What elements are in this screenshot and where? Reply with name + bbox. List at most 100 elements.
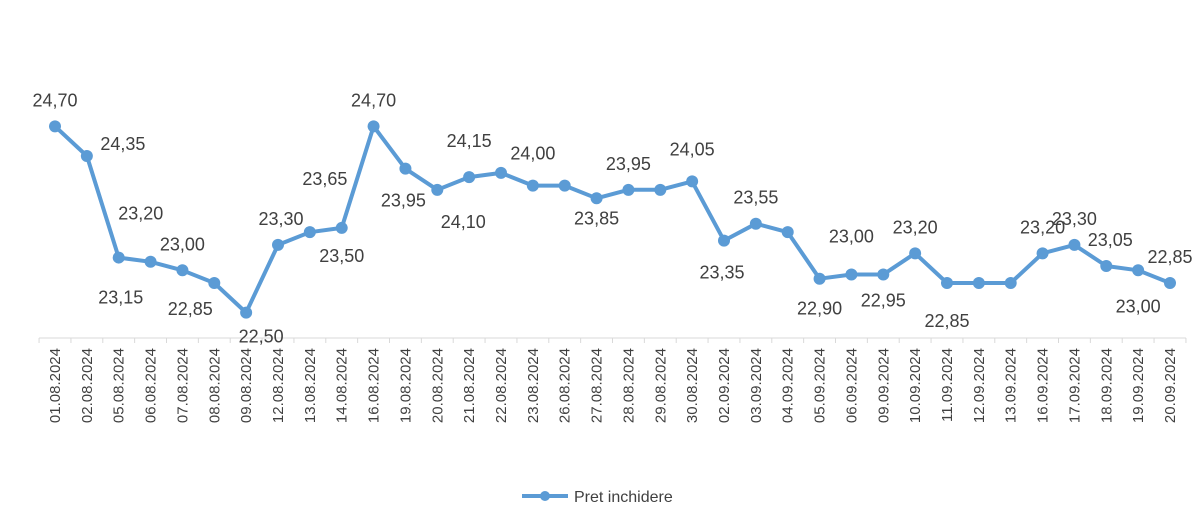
data-point [749,217,762,230]
data-label: 23,00 [160,234,205,254]
data-point [558,179,571,192]
data-label: 23,00 [829,227,874,247]
data-label: 24,05 [670,139,715,159]
x-tick-label: 01.08.2024 [47,348,64,423]
data-point [303,226,316,239]
data-label: 23,65 [302,169,347,189]
data-point [941,276,953,289]
x-tick-label: 08.08.2024 [206,348,223,423]
data-point [1004,276,1017,289]
data-point [144,255,157,268]
x-tick-label: 17.09.2024 [1066,348,1083,423]
x-tick-label: 06.09.2024 [843,348,860,423]
data-label: 22,90 [797,299,842,319]
x-tick-label: 02.08.2024 [79,348,96,423]
data-point [49,120,61,133]
x-tick-label: 04.09.2024 [780,348,797,423]
x-tick-label: 07.08.2024 [174,348,191,423]
series-markers [49,120,1176,319]
data-label: 23,95 [381,191,426,211]
data-point [845,268,858,281]
data-label: 24,70 [351,90,396,110]
data-label: 24,10 [441,212,486,232]
x-tick-label: 10.09.2024 [907,348,924,423]
legend-marker-swatch [540,491,550,501]
data-point [240,306,253,319]
data-point [80,149,93,162]
x-tick-label: 13.09.2024 [1003,348,1020,423]
data-label: 22,95 [861,291,906,311]
data-label: 24,00 [510,144,555,164]
data-point [272,238,284,251]
data-label: 23,85 [574,208,619,228]
data-label: 22,50 [239,327,284,347]
x-tick-label: 06.08.2024 [143,348,160,423]
x-tick-label: 05.09.2024 [812,348,829,423]
data-point [781,226,794,239]
data-point [399,162,412,175]
data-point [590,192,603,205]
x-tick-label: 02.09.2024 [716,348,733,423]
data-point [654,183,667,196]
data-point [112,251,125,264]
data-point [813,272,826,285]
data-label: 23,00 [1116,296,1161,316]
data-point [335,221,348,234]
x-tick-label: 09.08.2024 [238,348,255,423]
x-tick-label: 12.08.2024 [270,348,287,423]
x-tick-label: 03.09.2024 [748,348,765,423]
data-point [718,234,730,247]
x-tick-label: 09.09.2024 [875,348,892,423]
x-tick-label: 16.08.2024 [366,348,383,423]
data-point [1132,264,1145,277]
data-point [495,166,507,179]
x-tick-label: 21.08.2024 [461,348,478,423]
data-label: 23,20 [1020,217,1065,237]
x-tick-labels: 01.08.2024 02.08.2024 05.08.2024 06.08.2024… [47,348,1179,423]
data-label: 23,30 [1052,209,1097,229]
data-label: 23,20 [118,204,163,224]
x-tick-label: 22.08.2024 [493,348,510,423]
data-point [431,183,444,196]
x-tick-label: 18.09.2024 [1098,348,1115,423]
data-label: 23,50 [319,246,364,266]
x-tick-label: 16.09.2024 [1035,348,1052,423]
data-label: 23,30 [258,209,303,229]
data-point [176,264,189,277]
data-point [1036,247,1049,260]
x-tick-label: 30.08.2024 [684,348,701,423]
data-label: 23,20 [893,217,938,237]
x-tick-label: 20.09.2024 [1162,348,1179,423]
x-tick-label: 26.08.2024 [557,348,574,423]
data-label: 23,55 [733,188,778,208]
x-tick-label: 11.09.2024 [939,348,956,422]
x-tick-label: 23.08.2024 [525,348,542,423]
x-tick-label: 27.08.2024 [589,348,606,423]
data-point [1100,260,1113,273]
data-label: 24,35 [100,134,145,154]
x-axis [38,337,1187,343]
data-point [367,120,380,133]
data-point [526,179,539,192]
data-point [208,276,221,289]
data-point [909,247,922,260]
data-label: 23,05 [1088,230,1133,250]
data-label: 23,95 [606,154,651,174]
data-point [622,183,635,196]
data-label: 22,85 [1147,247,1192,267]
data-label: 23,15 [98,288,143,308]
x-tick-label: 19.08.2024 [397,348,414,423]
x-tick-label: 14.08.2024 [334,348,351,423]
legend: Pret inchidere [522,489,673,506]
x-tick-label: 13.08.2024 [302,348,319,423]
data-labels: 24,70 24,35 23,20 23,00 22,85 22,50 23,30 23,65… [32,90,1192,346]
data-point [1068,238,1081,251]
data-label: 24,70 [32,90,77,110]
data-label: 24,15 [447,131,492,151]
x-tick-label: 20.08.2024 [429,348,446,423]
x-tick-label: 19.09.2024 [1130,348,1147,423]
data-point [463,171,476,184]
data-label: 23,35 [699,263,744,283]
data-point [686,175,699,188]
